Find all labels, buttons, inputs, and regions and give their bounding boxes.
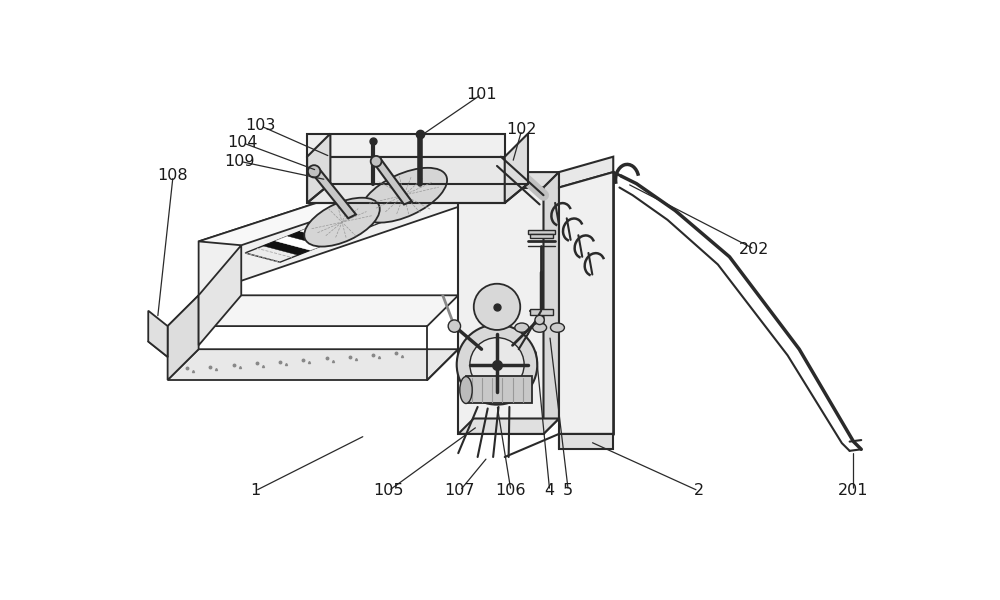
Ellipse shape	[460, 377, 472, 403]
Polygon shape	[148, 311, 168, 357]
Polygon shape	[505, 134, 528, 203]
Text: 1: 1	[250, 484, 260, 499]
Polygon shape	[530, 233, 553, 238]
Text: 108: 108	[158, 169, 188, 184]
Polygon shape	[263, 241, 310, 255]
Text: 102: 102	[507, 122, 537, 137]
Circle shape	[308, 165, 320, 178]
Circle shape	[371, 156, 382, 167]
Polygon shape	[458, 419, 559, 434]
Circle shape	[474, 284, 520, 330]
Polygon shape	[466, 376, 532, 403]
Text: 107: 107	[445, 484, 475, 499]
Polygon shape	[275, 236, 323, 250]
Polygon shape	[559, 434, 613, 449]
Text: 105: 105	[373, 484, 404, 499]
Polygon shape	[559, 157, 613, 187]
Polygon shape	[458, 172, 559, 187]
Polygon shape	[288, 231, 335, 245]
Polygon shape	[307, 134, 330, 203]
Polygon shape	[458, 187, 544, 434]
Text: 202: 202	[739, 242, 769, 257]
Polygon shape	[307, 157, 505, 203]
Polygon shape	[559, 172, 613, 434]
Polygon shape	[313, 221, 360, 236]
Polygon shape	[300, 226, 347, 241]
Polygon shape	[199, 153, 470, 295]
Polygon shape	[245, 164, 505, 262]
Polygon shape	[168, 295, 199, 380]
Polygon shape	[530, 309, 553, 314]
Circle shape	[535, 316, 544, 325]
Text: 2: 2	[693, 484, 704, 499]
Circle shape	[470, 338, 524, 392]
Polygon shape	[373, 159, 412, 205]
Circle shape	[457, 325, 537, 404]
Polygon shape	[544, 172, 559, 434]
Polygon shape	[168, 349, 458, 380]
Text: 109: 109	[224, 154, 255, 169]
Text: 104: 104	[228, 136, 258, 151]
Text: 106: 106	[496, 484, 526, 499]
Polygon shape	[311, 168, 356, 218]
Ellipse shape	[304, 198, 380, 247]
Ellipse shape	[550, 323, 564, 332]
Ellipse shape	[361, 168, 447, 223]
Text: 101: 101	[466, 87, 497, 102]
Text: 4: 4	[545, 484, 555, 499]
Polygon shape	[199, 245, 241, 346]
Polygon shape	[199, 153, 505, 245]
Polygon shape	[168, 295, 458, 326]
Ellipse shape	[515, 323, 529, 332]
Ellipse shape	[533, 323, 547, 332]
Text: 103: 103	[245, 118, 276, 133]
Polygon shape	[307, 134, 505, 157]
Polygon shape	[528, 230, 555, 233]
Text: 201: 201	[838, 484, 869, 499]
Text: 5: 5	[563, 484, 573, 499]
Circle shape	[448, 320, 461, 332]
